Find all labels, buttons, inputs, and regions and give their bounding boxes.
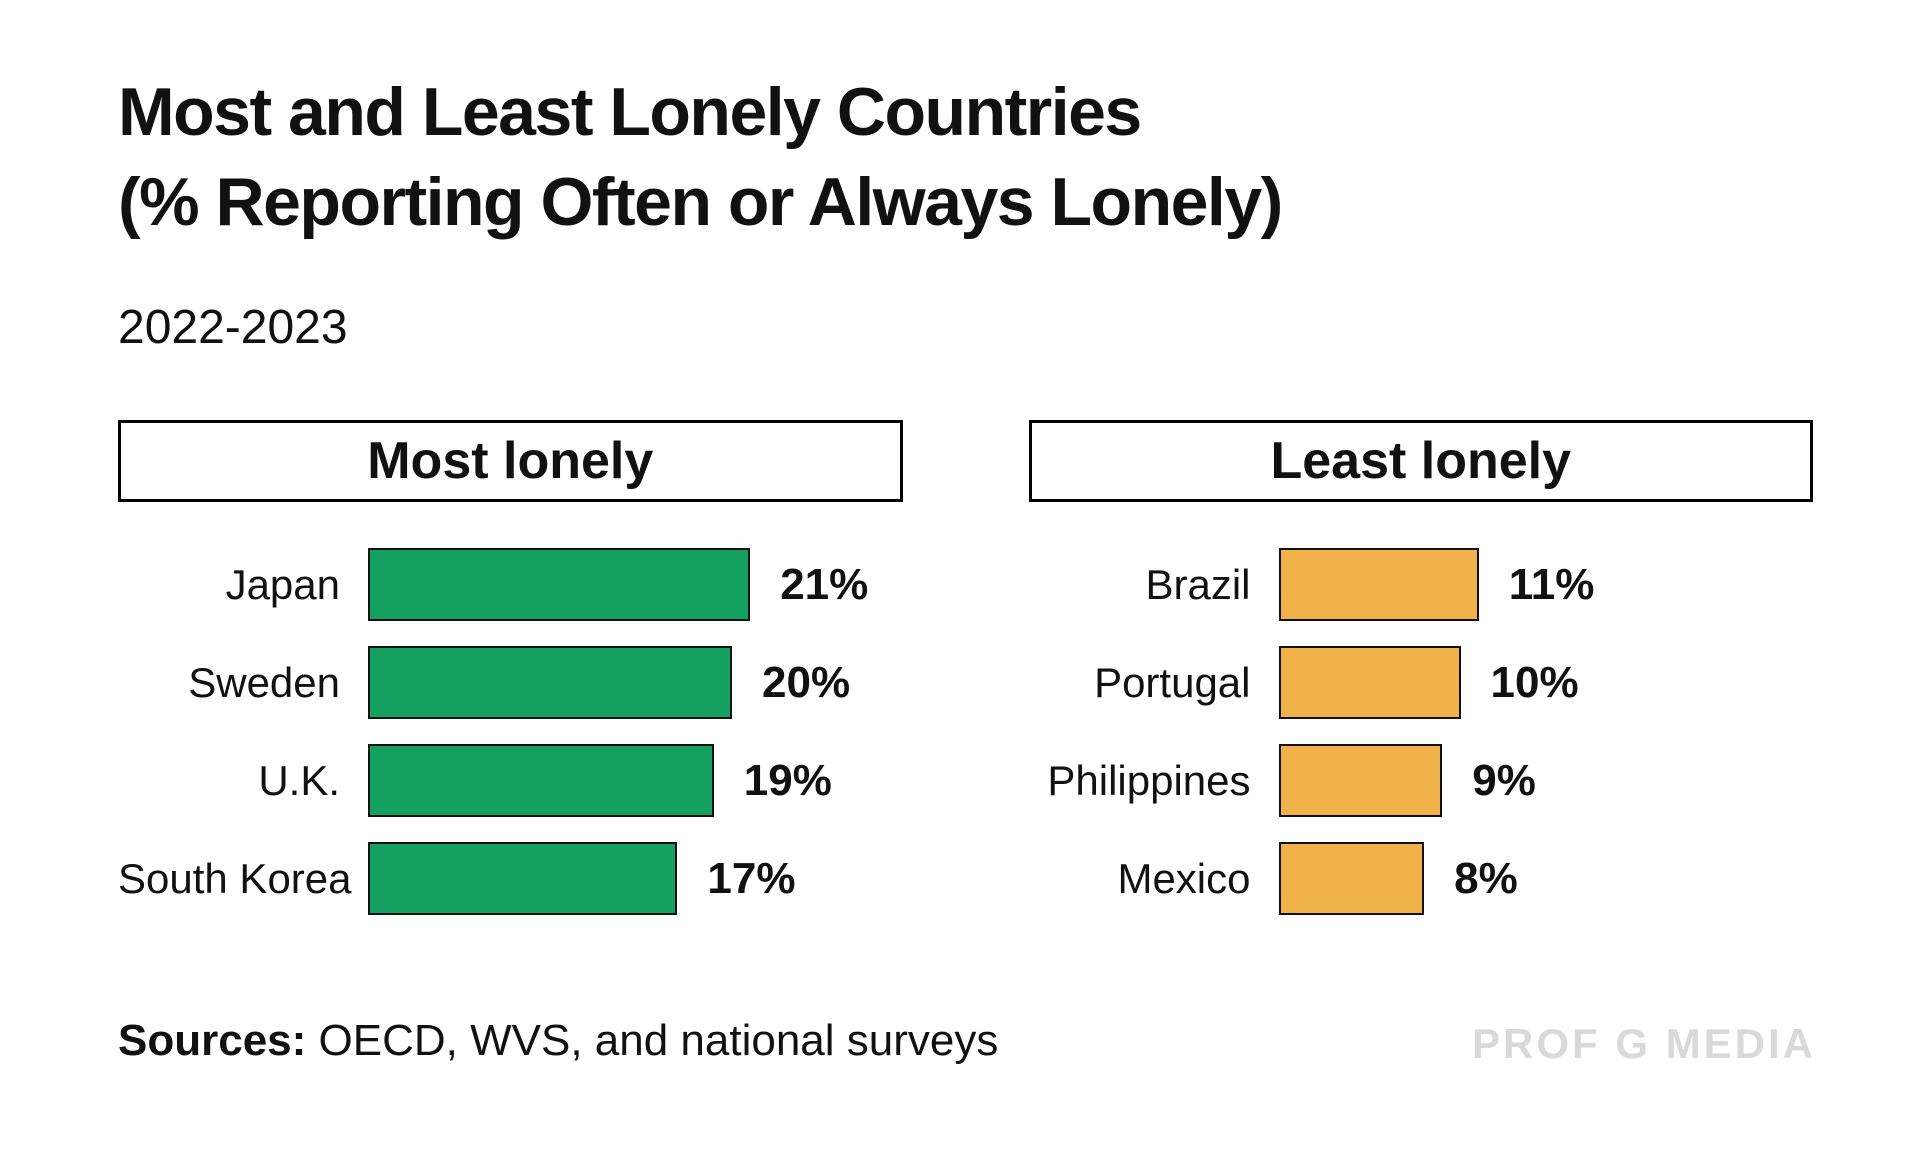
panel-most-lonely: Most lonely Japan 21% Sweden 20% U.K. 19% Sout… — [118, 420, 903, 940]
sources-text: OECD, WVS, and national surveys — [306, 1016, 999, 1065]
bar-row: Brazil 11% — [1029, 548, 1814, 621]
bar — [368, 842, 678, 915]
bar-row: Philippines 9% — [1029, 744, 1814, 817]
bar-row: U.K. 19% — [118, 744, 903, 817]
sources: Sources: OECD, WVS, and national surveys — [118, 1016, 998, 1066]
panel-least-lonely: Least lonely Brazil 11% Portugal 10% Philipp… — [1028, 420, 1814, 940]
panel-header-label: Least lonely — [1270, 432, 1572, 490]
country-label: South Korea — [118, 854, 352, 902]
watermark: PROF G MEDIA — [1471, 1020, 1816, 1067]
bar-row: Mexico 8% — [1029, 842, 1814, 915]
value-label: 8% — [1454, 853, 1518, 903]
chart-panels: Most lonely Japan 21% Sweden 20% U.K. 19% Sout… — [118, 420, 1813, 940]
bar-rows: Brazil 11% Portugal 10% Philippines 9% Mexico 8… — [1029, 548, 1814, 915]
country-label: Brazil — [1145, 560, 1251, 608]
sources-label: Sources: — [118, 1016, 307, 1065]
panel-header-least-lonely: Least lonely — [1028, 420, 1813, 502]
panel-header-label: Most lonely — [367, 432, 654, 490]
country-label: Sweden — [188, 658, 340, 706]
bar-row: Portugal 10% — [1029, 646, 1814, 719]
chart-subtitle: 2022-2023 — [118, 301, 348, 354]
bar — [368, 548, 751, 621]
country-label: Mexico — [1117, 854, 1251, 902]
chart-title-line2: (% Reporting Often or Always Lonely) — [118, 163, 1283, 240]
bar — [1278, 646, 1461, 719]
bar — [1278, 842, 1425, 915]
value-label: 11% — [1508, 559, 1595, 609]
bar — [368, 646, 732, 719]
bar-row: Sweden 20% — [118, 646, 903, 719]
chart-title: Most and Least Lonely Countries (% Repor… — [118, 68, 1283, 248]
country-label: Japan — [225, 560, 340, 608]
value-label: 9% — [1472, 755, 1536, 805]
value-label: 19% — [743, 755, 832, 805]
value-label: 17% — [707, 853, 796, 903]
value-label: 20% — [762, 657, 851, 707]
country-label: Portugal — [1094, 658, 1251, 706]
bar — [368, 744, 714, 817]
bar-rows: Japan 21% Sweden 20% U.K. 19% South Korea 17% — [118, 548, 903, 915]
bar — [1278, 548, 1479, 621]
bar — [1278, 744, 1443, 817]
country-label: Philippines — [1047, 756, 1251, 804]
bar-row: South Korea 17% — [118, 842, 903, 915]
country-label: U.K. — [258, 756, 340, 804]
value-label: 21% — [780, 559, 869, 609]
bar-row: Japan 21% — [118, 548, 903, 621]
value-label: 10% — [1490, 657, 1579, 707]
chart-title-line1: Most and Least Lonely Countries — [118, 74, 1142, 150]
panel-header-most-lonely: Most lonely — [118, 420, 903, 502]
